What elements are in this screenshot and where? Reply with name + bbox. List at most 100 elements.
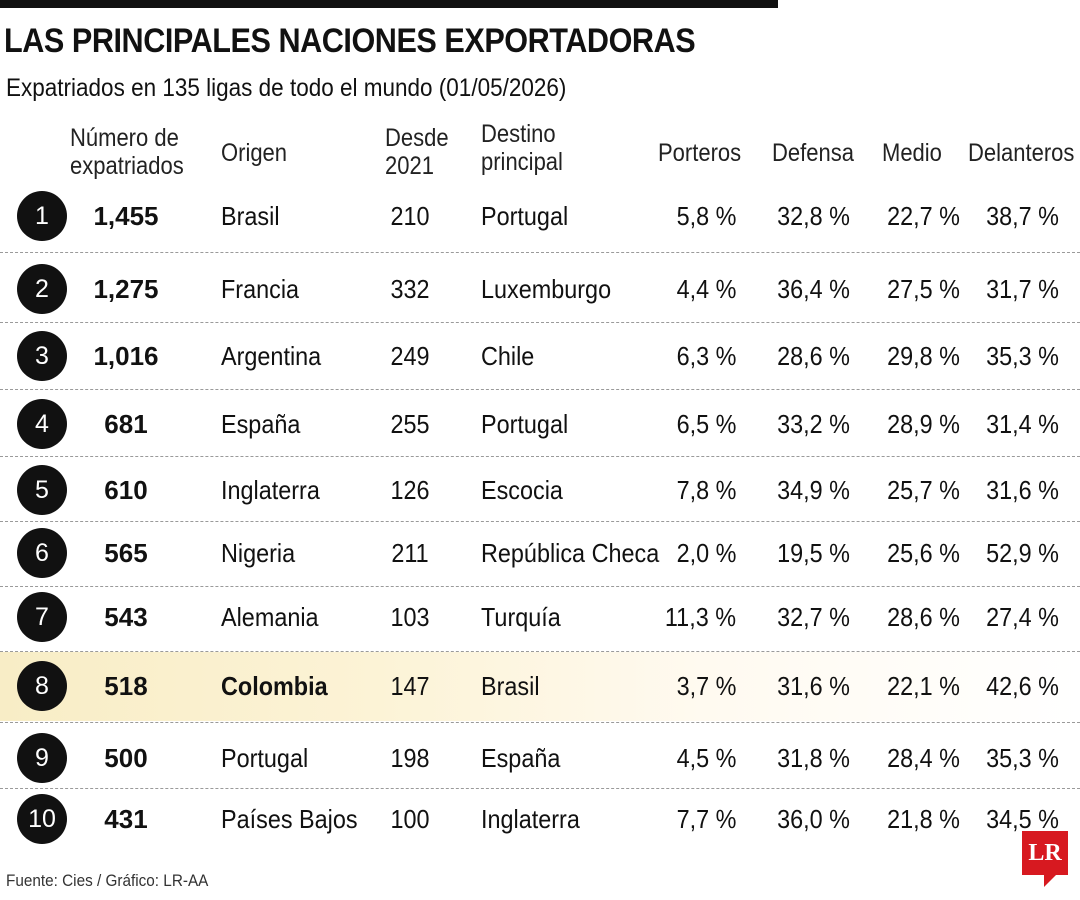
row-separator xyxy=(0,389,1080,390)
origin-country: Alemania xyxy=(221,602,319,632)
main-destination: España xyxy=(481,743,561,773)
header-origin: Origen xyxy=(221,139,288,167)
highlight-band xyxy=(0,652,1080,721)
row-separator xyxy=(0,322,1080,323)
origin-country: Brasil xyxy=(221,201,280,231)
main-destination: Chile xyxy=(481,341,535,371)
rank-badge: 3 xyxy=(17,331,67,381)
pct-delanteros: 27,4 % xyxy=(986,602,1059,632)
pct-porteros: 6,5 % xyxy=(676,409,736,439)
row-separator xyxy=(0,651,1080,652)
origin-country: Colombia xyxy=(221,671,328,701)
header-porteros: Porteros xyxy=(658,139,742,167)
since-2021: 249 xyxy=(390,341,430,371)
expat-count: 1,016 xyxy=(93,341,159,371)
origin-country: Argentina xyxy=(221,341,322,371)
page-subtitle: Expatriados en 135 ligas de todo el mund… xyxy=(6,74,567,102)
pct-porteros: 4,4 % xyxy=(676,274,736,304)
pct-porteros: 5,8 % xyxy=(676,201,736,231)
pct-delanteros: 34,5 % xyxy=(986,804,1059,834)
origin-country: Francia xyxy=(221,274,300,304)
expat-count: 610 xyxy=(104,475,148,505)
expat-count: 500 xyxy=(104,743,148,773)
pct-defensa: 32,8 % xyxy=(777,201,850,231)
header-delanteros: Delanteros xyxy=(968,139,1075,167)
source-note: Fuente: Cies / Gráfico: LR-AA xyxy=(6,871,209,890)
pct-medio: 25,7 % xyxy=(887,475,960,505)
pct-defensa: 31,8 % xyxy=(777,743,850,773)
pct-porteros: 7,7 % xyxy=(676,804,736,834)
rank-badge: 2 xyxy=(17,264,67,314)
pct-porteros: 7,8 % xyxy=(676,475,736,505)
pct-porteros: 3,7 % xyxy=(676,671,736,701)
main-destination: Brasil xyxy=(481,671,540,701)
pct-defensa: 36,0 % xyxy=(777,804,850,834)
pct-defensa: 28,6 % xyxy=(777,341,850,371)
rank-badge: 7 xyxy=(17,592,67,642)
rank-badge: 10 xyxy=(17,794,67,844)
since-2021: 255 xyxy=(390,409,430,439)
row-separator xyxy=(0,722,1080,723)
expat-count: 565 xyxy=(104,538,148,568)
pct-delanteros: 31,7 % xyxy=(986,274,1059,304)
rank-badge: 5 xyxy=(17,465,67,515)
page-title: LAS PRINCIPALES NACIONES EXPORTADORAS xyxy=(4,22,696,60)
top-rule xyxy=(0,0,778,8)
pct-medio: 25,6 % xyxy=(887,538,960,568)
rank-badge: 1 xyxy=(17,191,67,241)
pct-defensa: 32,7 % xyxy=(777,602,850,632)
pct-porteros: 11,3 % xyxy=(664,602,736,632)
since-2021: 332 xyxy=(390,274,430,304)
pct-medio: 28,9 % xyxy=(887,409,960,439)
rank-badge: 9 xyxy=(17,733,67,783)
expat-count: 1,275 xyxy=(93,274,159,304)
pct-delanteros: 52,9 % xyxy=(986,538,1059,568)
main-destination: Portugal xyxy=(481,409,569,439)
pct-defensa: 33,2 % xyxy=(777,409,850,439)
origin-country: Nigeria xyxy=(221,538,296,568)
rank-badge: 4 xyxy=(17,399,67,449)
expat-count: 543 xyxy=(104,602,148,632)
row-separator xyxy=(0,252,1080,253)
since-2021: 103 xyxy=(390,602,430,632)
header-dest: Destino principal xyxy=(481,120,563,176)
expat-count: 518 xyxy=(104,671,148,701)
since-2021: 211 xyxy=(391,538,429,568)
main-destination: Escocia xyxy=(481,475,563,505)
pct-delanteros: 42,6 % xyxy=(986,671,1059,701)
since-2021: 210 xyxy=(390,201,430,231)
pct-defensa: 31,6 % xyxy=(777,671,850,701)
expat-count: 681 xyxy=(104,409,148,439)
pct-delanteros: 38,7 % xyxy=(986,201,1059,231)
since-2021: 126 xyxy=(390,475,430,505)
pct-medio: 27,5 % xyxy=(887,274,960,304)
row-separator xyxy=(0,586,1080,587)
origin-country: Inglaterra xyxy=(221,475,320,505)
main-destination: Turquía xyxy=(481,602,561,632)
lr-logo-tail xyxy=(1044,875,1056,887)
pct-delanteros: 35,3 % xyxy=(986,341,1059,371)
pct-medio: 29,8 % xyxy=(887,341,960,371)
header-since: Desde 2021 xyxy=(385,124,449,180)
since-2021: 100 xyxy=(390,804,430,834)
pct-delanteros: 35,3 % xyxy=(986,743,1059,773)
pct-defensa: 19,5 % xyxy=(777,538,850,568)
header-medio: Medio xyxy=(882,139,942,167)
row-separator xyxy=(0,456,1080,457)
main-destination: República Checa xyxy=(481,538,660,568)
pct-medio: 28,4 % xyxy=(887,743,960,773)
expat-count: 431 xyxy=(104,804,148,834)
header-num: Número de expatriados xyxy=(70,124,184,180)
origin-country: España xyxy=(221,409,301,439)
pct-medio: 28,6 % xyxy=(887,602,960,632)
pct-medio: 21,8 % xyxy=(887,804,960,834)
row-separator xyxy=(0,788,1080,789)
pct-porteros: 2,0 % xyxy=(676,538,736,568)
main-destination: Portugal xyxy=(481,201,569,231)
main-destination: Luxemburgo xyxy=(481,274,612,304)
pct-defensa: 34,9 % xyxy=(777,475,850,505)
since-2021: 147 xyxy=(390,671,430,701)
origin-country: Portugal xyxy=(221,743,309,773)
rank-badge: 6 xyxy=(17,528,67,578)
pct-defensa: 36,4 % xyxy=(777,274,850,304)
